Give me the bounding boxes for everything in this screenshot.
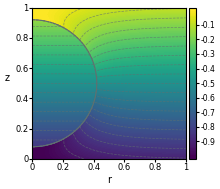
Y-axis label: z: z [4,73,9,83]
X-axis label: r: r [107,175,111,185]
